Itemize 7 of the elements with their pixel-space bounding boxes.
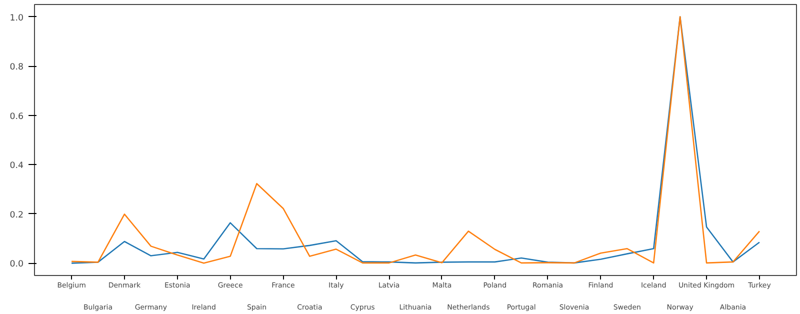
y-tick-label: 1.0: [10, 13, 24, 24]
y-tick-label: 0.2: [10, 210, 24, 220]
y-tick-label: 0.0: [10, 260, 24, 270]
line-series: [70, 16, 760, 264]
y-tick-label: 0.4: [10, 161, 24, 172]
y-tick-label: 0.6: [10, 112, 24, 122]
y-tick-label: 0.8: [10, 62, 24, 73]
